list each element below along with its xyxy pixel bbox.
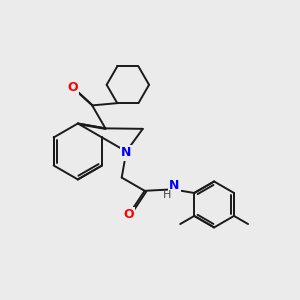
Text: O: O: [67, 81, 78, 94]
Text: H: H: [163, 190, 172, 200]
Text: N: N: [169, 179, 179, 192]
Text: N: N: [121, 146, 131, 159]
Text: O: O: [123, 208, 134, 221]
